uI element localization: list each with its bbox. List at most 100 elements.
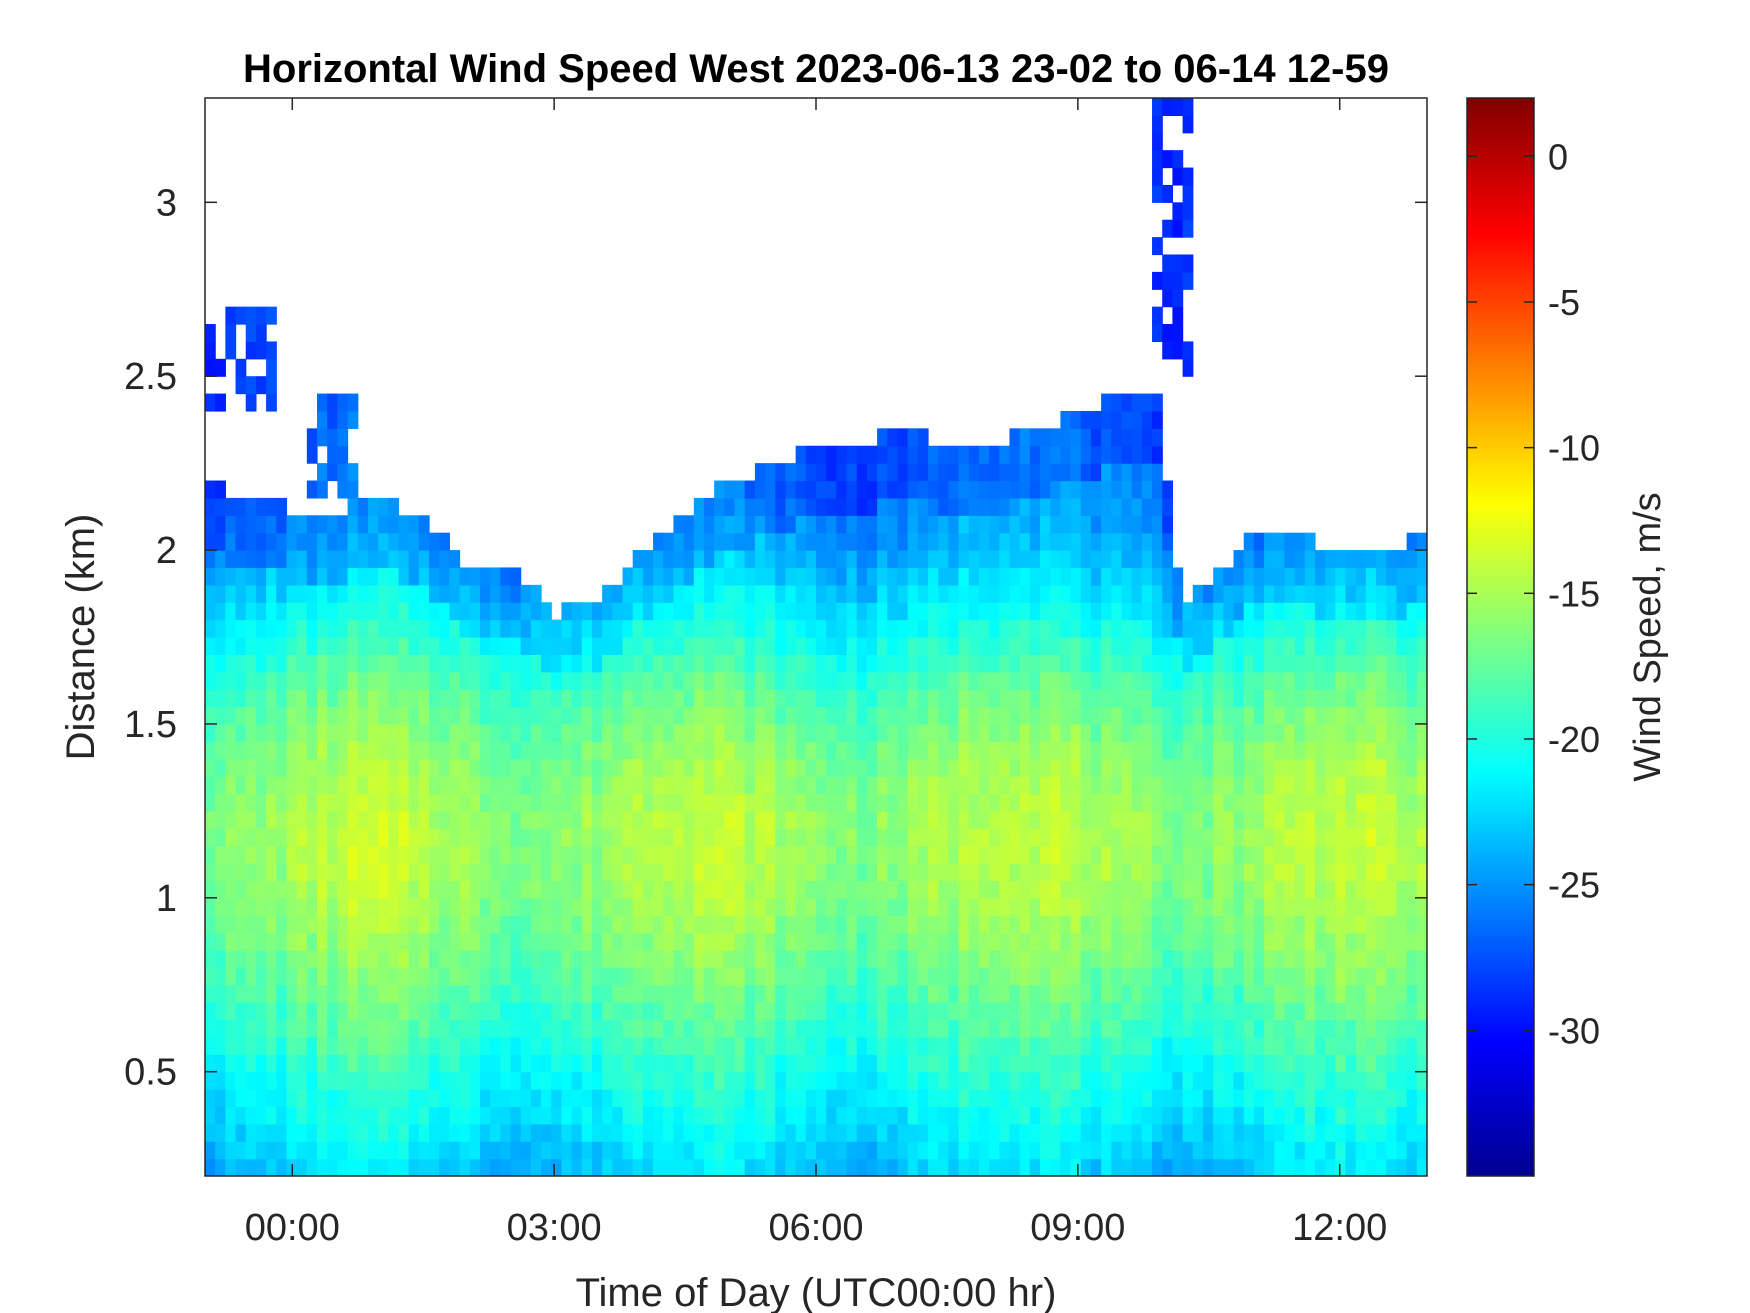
colorbar-ticks bbox=[1467, 155, 1534, 1032]
heatmap-cell bbox=[765, 550, 776, 569]
heatmap-cell bbox=[378, 1158, 389, 1176]
heatmap-cell bbox=[1080, 1002, 1092, 1021]
heatmap-cell bbox=[1080, 637, 1092, 655]
heatmap-cell bbox=[490, 689, 501, 708]
heatmap-cell bbox=[754, 845, 766, 864]
heatmap-cell bbox=[999, 706, 1011, 725]
heatmap-cell bbox=[1355, 741, 1367, 760]
heatmap-cell bbox=[1172, 1002, 1184, 1021]
heatmap-cell bbox=[1090, 550, 1102, 569]
heatmap-cell bbox=[337, 619, 349, 638]
heatmap-cell bbox=[367, 654, 379, 673]
heatmap-cell bbox=[1223, 1019, 1235, 1038]
heatmap-cell bbox=[826, 1089, 837, 1108]
heatmap-cell bbox=[317, 1071, 328, 1090]
heatmap-cell bbox=[1386, 758, 1398, 777]
heatmap-cell bbox=[1172, 845, 1184, 864]
heatmap-cell bbox=[1101, 515, 1112, 534]
heatmap-cell bbox=[225, 915, 237, 934]
heatmap-cell bbox=[795, 1071, 807, 1090]
heatmap-cell bbox=[225, 758, 237, 777]
heatmap-cell bbox=[1213, 671, 1224, 690]
heatmap-cell bbox=[846, 793, 858, 812]
heatmap-cell bbox=[1284, 845, 1296, 864]
heatmap-cell bbox=[1294, 1123, 1306, 1142]
heatmap-cell bbox=[673, 758, 685, 777]
heatmap-cell bbox=[1111, 897, 1123, 916]
heatmap-cell bbox=[1101, 463, 1112, 482]
heatmap-cell bbox=[1213, 949, 1224, 968]
heatmap-cell bbox=[1355, 793, 1367, 812]
heatmap-cell bbox=[1406, 776, 1418, 795]
heatmap-cell bbox=[1172, 98, 1184, 116]
heatmap-cell bbox=[734, 810, 746, 829]
heatmap-cell bbox=[1040, 880, 1051, 899]
heatmap-cell bbox=[500, 706, 512, 725]
heatmap-cell bbox=[1365, 984, 1377, 1003]
heatmap-cell bbox=[1264, 915, 1275, 934]
heatmap-cell bbox=[276, 1036, 288, 1055]
heatmap-cell bbox=[286, 1123, 298, 1142]
heatmap-cell bbox=[500, 1036, 512, 1055]
heatmap-cell bbox=[795, 706, 807, 725]
heatmap-cell bbox=[632, 932, 644, 951]
heatmap-cell bbox=[602, 949, 613, 968]
heatmap-cell bbox=[429, 1141, 440, 1160]
heatmap-cell bbox=[1416, 828, 1427, 847]
heatmap-cell bbox=[765, 915, 776, 934]
heatmap-cell bbox=[744, 967, 756, 986]
heatmap-cell bbox=[296, 1002, 308, 1021]
heatmap-cell bbox=[1304, 741, 1316, 760]
heatmap-cell bbox=[917, 932, 929, 951]
heatmap-cell bbox=[846, 515, 858, 534]
heatmap-cell bbox=[1335, 810, 1347, 829]
heatmap-cell bbox=[205, 567, 216, 586]
heatmap-cell bbox=[296, 550, 308, 569]
heatmap-cell bbox=[1294, 758, 1306, 777]
heatmap-cell bbox=[846, 689, 858, 708]
heatmap-cell bbox=[1131, 428, 1143, 447]
heatmap-cell bbox=[1253, 1123, 1265, 1142]
heatmap-cell bbox=[968, 1019, 980, 1038]
heatmap-cell bbox=[1029, 1141, 1041, 1160]
heatmap-cell bbox=[1162, 219, 1174, 238]
heatmap-cell bbox=[367, 1141, 379, 1160]
heatmap-cell bbox=[958, 1019, 970, 1038]
heatmap-cell bbox=[449, 1071, 461, 1090]
heatmap-cell bbox=[500, 654, 512, 673]
heatmap-cell bbox=[622, 915, 634, 934]
heatmap-cell bbox=[1416, 532, 1427, 551]
heatmap-cell bbox=[317, 1123, 328, 1142]
heatmap-cell bbox=[1345, 654, 1357, 673]
heatmap-cell bbox=[1416, 949, 1427, 968]
heatmap-cell bbox=[1131, 741, 1143, 760]
heatmap-cell bbox=[1131, 776, 1143, 795]
heatmap-cell bbox=[968, 654, 980, 673]
heatmap-cell bbox=[887, 550, 899, 569]
heatmap-cell bbox=[245, 619, 257, 638]
heatmap-cell bbox=[968, 706, 980, 725]
heatmap-cell bbox=[673, 915, 685, 934]
heatmap-cell bbox=[1040, 984, 1051, 1003]
heatmap-cell bbox=[571, 1002, 583, 1021]
heatmap-cell bbox=[795, 776, 807, 795]
heatmap-cell bbox=[826, 810, 837, 829]
heatmap-cell bbox=[561, 967, 573, 986]
heatmap-cell bbox=[510, 1071, 522, 1090]
heatmap-cell bbox=[1345, 810, 1357, 829]
heatmap-cell bbox=[347, 810, 359, 829]
heatmap-cell bbox=[245, 1019, 257, 1038]
heatmap-cell bbox=[1090, 1158, 1102, 1176]
heatmap-cell bbox=[1162, 550, 1174, 569]
heatmap-cell bbox=[286, 967, 298, 986]
heatmap-cell bbox=[398, 567, 410, 586]
heatmap-cell bbox=[1304, 1141, 1316, 1160]
heatmap-cell bbox=[337, 637, 349, 655]
heatmap-cell bbox=[612, 1054, 624, 1073]
heatmap-cell bbox=[255, 810, 267, 829]
heatmap-cell bbox=[642, 1141, 654, 1160]
heatmap-cell bbox=[408, 1002, 420, 1021]
heatmap-cell bbox=[1040, 550, 1051, 569]
heatmap-cell bbox=[1253, 810, 1265, 829]
heatmap-cell bbox=[785, 1002, 797, 1021]
